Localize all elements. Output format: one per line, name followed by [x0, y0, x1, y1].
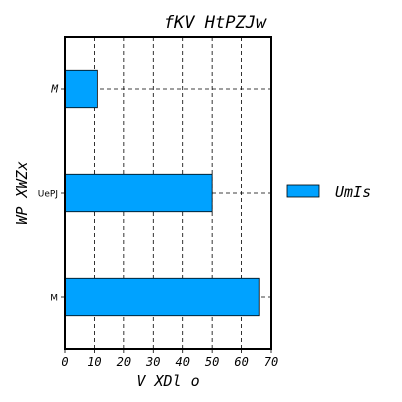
x-tick-label: 20 [117, 355, 131, 369]
y-tick-label: M [50, 294, 58, 304]
bar [64, 173, 213, 213]
x-tick-label: 30 [145, 355, 160, 369]
chart-title: fKV HtPZJw [164, 13, 267, 33]
x-tick-label: 70 [264, 355, 278, 369]
y-axis-ticks: M UePJ M [38, 83, 65, 304]
x-tick-label: 10 [87, 355, 101, 369]
x-tick-label: 0 [61, 355, 68, 369]
legend: UmIs [286, 183, 371, 201]
y-tick-label: M [50, 83, 58, 96]
x-tick-label: 50 [205, 355, 219, 369]
x-axis-ticks: 0 10 20 30 40 50 60 70 [61, 349, 278, 369]
y-tick-label: UePJ [38, 190, 58, 200]
bar [64, 69, 98, 109]
bars [64, 69, 260, 317]
legend-label: UmIs [335, 183, 371, 201]
legend-swatch [286, 184, 320, 198]
bar [64, 277, 260, 317]
x-tick-label: 40 [175, 355, 189, 369]
x-tick-label: 60 [234, 355, 248, 369]
x-axis-label: V XDl o [136, 372, 199, 390]
y-axis-label: WP XWZx [13, 161, 31, 224]
